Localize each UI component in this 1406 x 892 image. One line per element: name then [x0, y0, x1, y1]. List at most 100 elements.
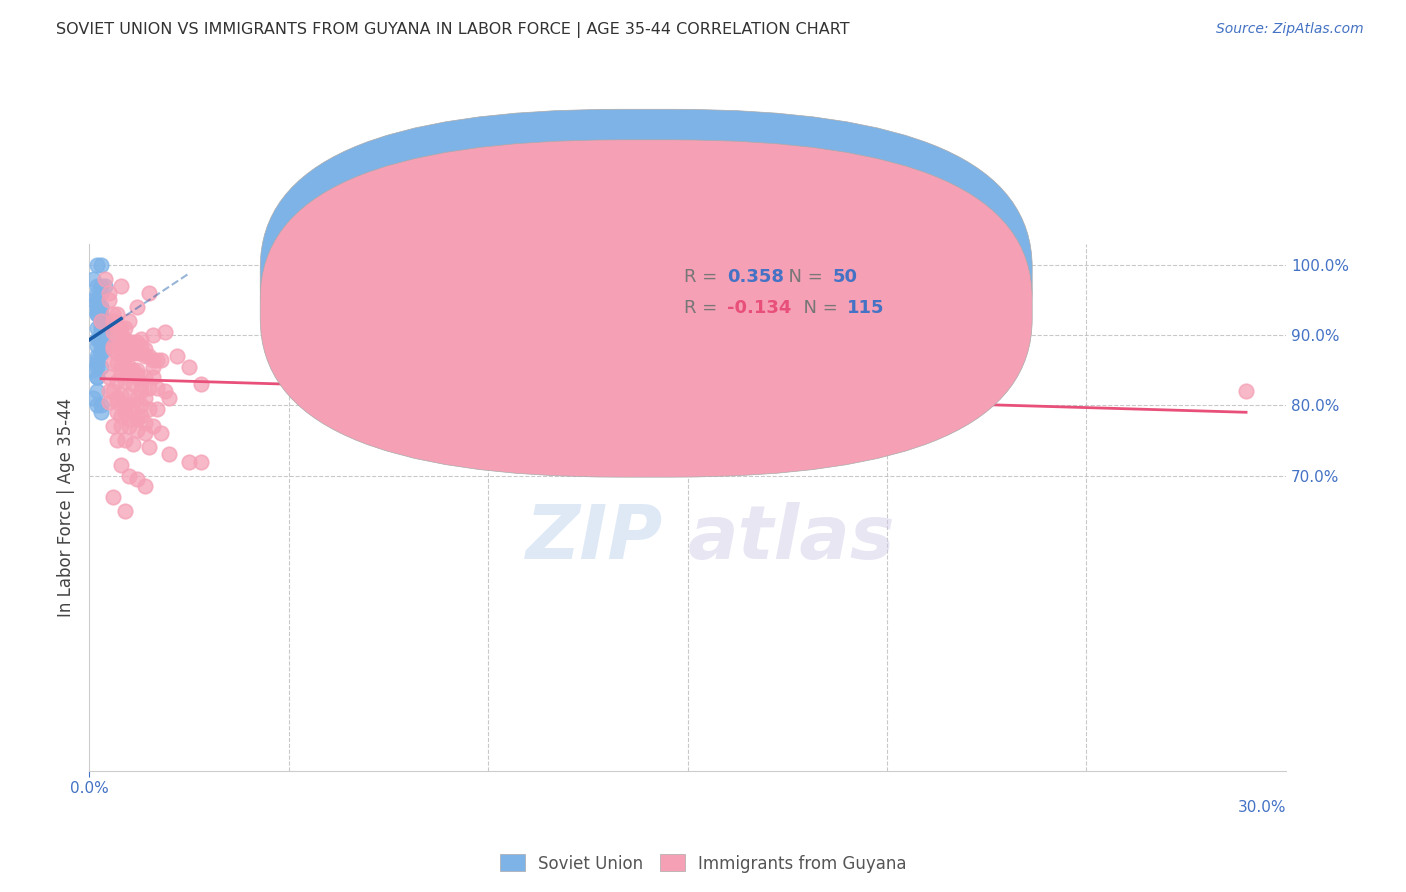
- Point: [105, 391, 128, 405]
- Point: [90, 328, 112, 343]
- Point: [110, 367, 132, 381]
- Point: [90, 334, 112, 349]
- Point: [134, 426, 156, 441]
- Point: [101, 356, 124, 370]
- Point: [90, 345, 112, 359]
- Point: [125, 363, 148, 377]
- Point: [134, 391, 156, 405]
- Point: [86, 352, 108, 367]
- Point: [98, 384, 121, 399]
- Point: [114, 349, 136, 363]
- Point: [98, 293, 121, 307]
- Point: [1234, 384, 1257, 399]
- Point: [149, 426, 172, 441]
- Point: [129, 384, 152, 399]
- Point: [190, 377, 212, 392]
- Point: [90, 258, 112, 272]
- Point: [177, 359, 200, 374]
- Point: [101, 384, 124, 399]
- Point: [118, 412, 141, 426]
- Point: [122, 398, 145, 412]
- Point: [105, 321, 128, 335]
- FancyBboxPatch shape: [598, 250, 927, 339]
- Point: [118, 345, 141, 359]
- Point: [118, 359, 141, 374]
- Point: [101, 325, 124, 339]
- Point: [86, 293, 108, 307]
- Point: [101, 490, 124, 504]
- Point: [90, 318, 112, 332]
- Point: [94, 321, 117, 335]
- Point: [125, 334, 148, 349]
- Point: [129, 409, 152, 423]
- Point: [98, 328, 121, 343]
- Point: [101, 342, 124, 356]
- Point: [82, 391, 104, 405]
- Point: [125, 412, 148, 426]
- Point: [86, 303, 108, 318]
- Point: [118, 334, 141, 349]
- Point: [86, 285, 108, 300]
- Point: [110, 278, 132, 293]
- Text: 30.0%: 30.0%: [1237, 800, 1286, 814]
- Point: [110, 409, 132, 423]
- Point: [118, 345, 141, 359]
- Point: [146, 401, 169, 416]
- Text: Source: ZipAtlas.com: Source: ZipAtlas.com: [1216, 22, 1364, 37]
- Point: [90, 405, 112, 419]
- Point: [138, 381, 160, 395]
- Point: [118, 388, 141, 402]
- Text: atlas: atlas: [688, 502, 896, 575]
- Point: [90, 300, 112, 314]
- Point: [146, 381, 169, 395]
- Point: [138, 441, 160, 455]
- Point: [90, 321, 112, 335]
- Point: [110, 321, 132, 335]
- Point: [90, 314, 112, 328]
- Point: [86, 258, 108, 272]
- Point: [105, 405, 128, 419]
- Point: [105, 307, 128, 321]
- Point: [98, 394, 121, 409]
- Point: [138, 349, 160, 363]
- Point: [90, 359, 112, 374]
- Point: [90, 300, 112, 314]
- Point: [134, 349, 156, 363]
- Point: [122, 345, 145, 359]
- Point: [86, 338, 108, 352]
- Point: [142, 370, 165, 384]
- Point: [114, 332, 136, 346]
- Point: [114, 405, 136, 419]
- Point: [90, 338, 112, 352]
- Point: [110, 328, 132, 343]
- Point: [114, 504, 136, 518]
- Point: [94, 338, 117, 352]
- Point: [125, 472, 148, 486]
- Point: [101, 307, 124, 321]
- Point: [110, 359, 132, 374]
- Point: [122, 334, 145, 349]
- Point: [86, 359, 108, 374]
- FancyBboxPatch shape: [260, 109, 1032, 447]
- Point: [101, 338, 124, 352]
- Point: [114, 398, 136, 412]
- Point: [86, 370, 108, 384]
- Point: [90, 278, 112, 293]
- Point: [86, 307, 108, 321]
- Point: [105, 345, 128, 359]
- Point: [125, 423, 148, 437]
- Point: [90, 345, 112, 359]
- Point: [86, 332, 108, 346]
- Point: [94, 314, 117, 328]
- Point: [142, 352, 165, 367]
- Text: N =: N =: [792, 299, 844, 317]
- Point: [86, 278, 108, 293]
- Point: [86, 356, 108, 370]
- Point: [90, 310, 112, 325]
- Point: [134, 479, 156, 493]
- Text: R =: R =: [683, 268, 723, 285]
- Point: [122, 437, 145, 451]
- Legend: Soviet Union, Immigrants from Guyana: Soviet Union, Immigrants from Guyana: [494, 847, 912, 880]
- Point: [105, 328, 128, 343]
- Point: [122, 405, 145, 419]
